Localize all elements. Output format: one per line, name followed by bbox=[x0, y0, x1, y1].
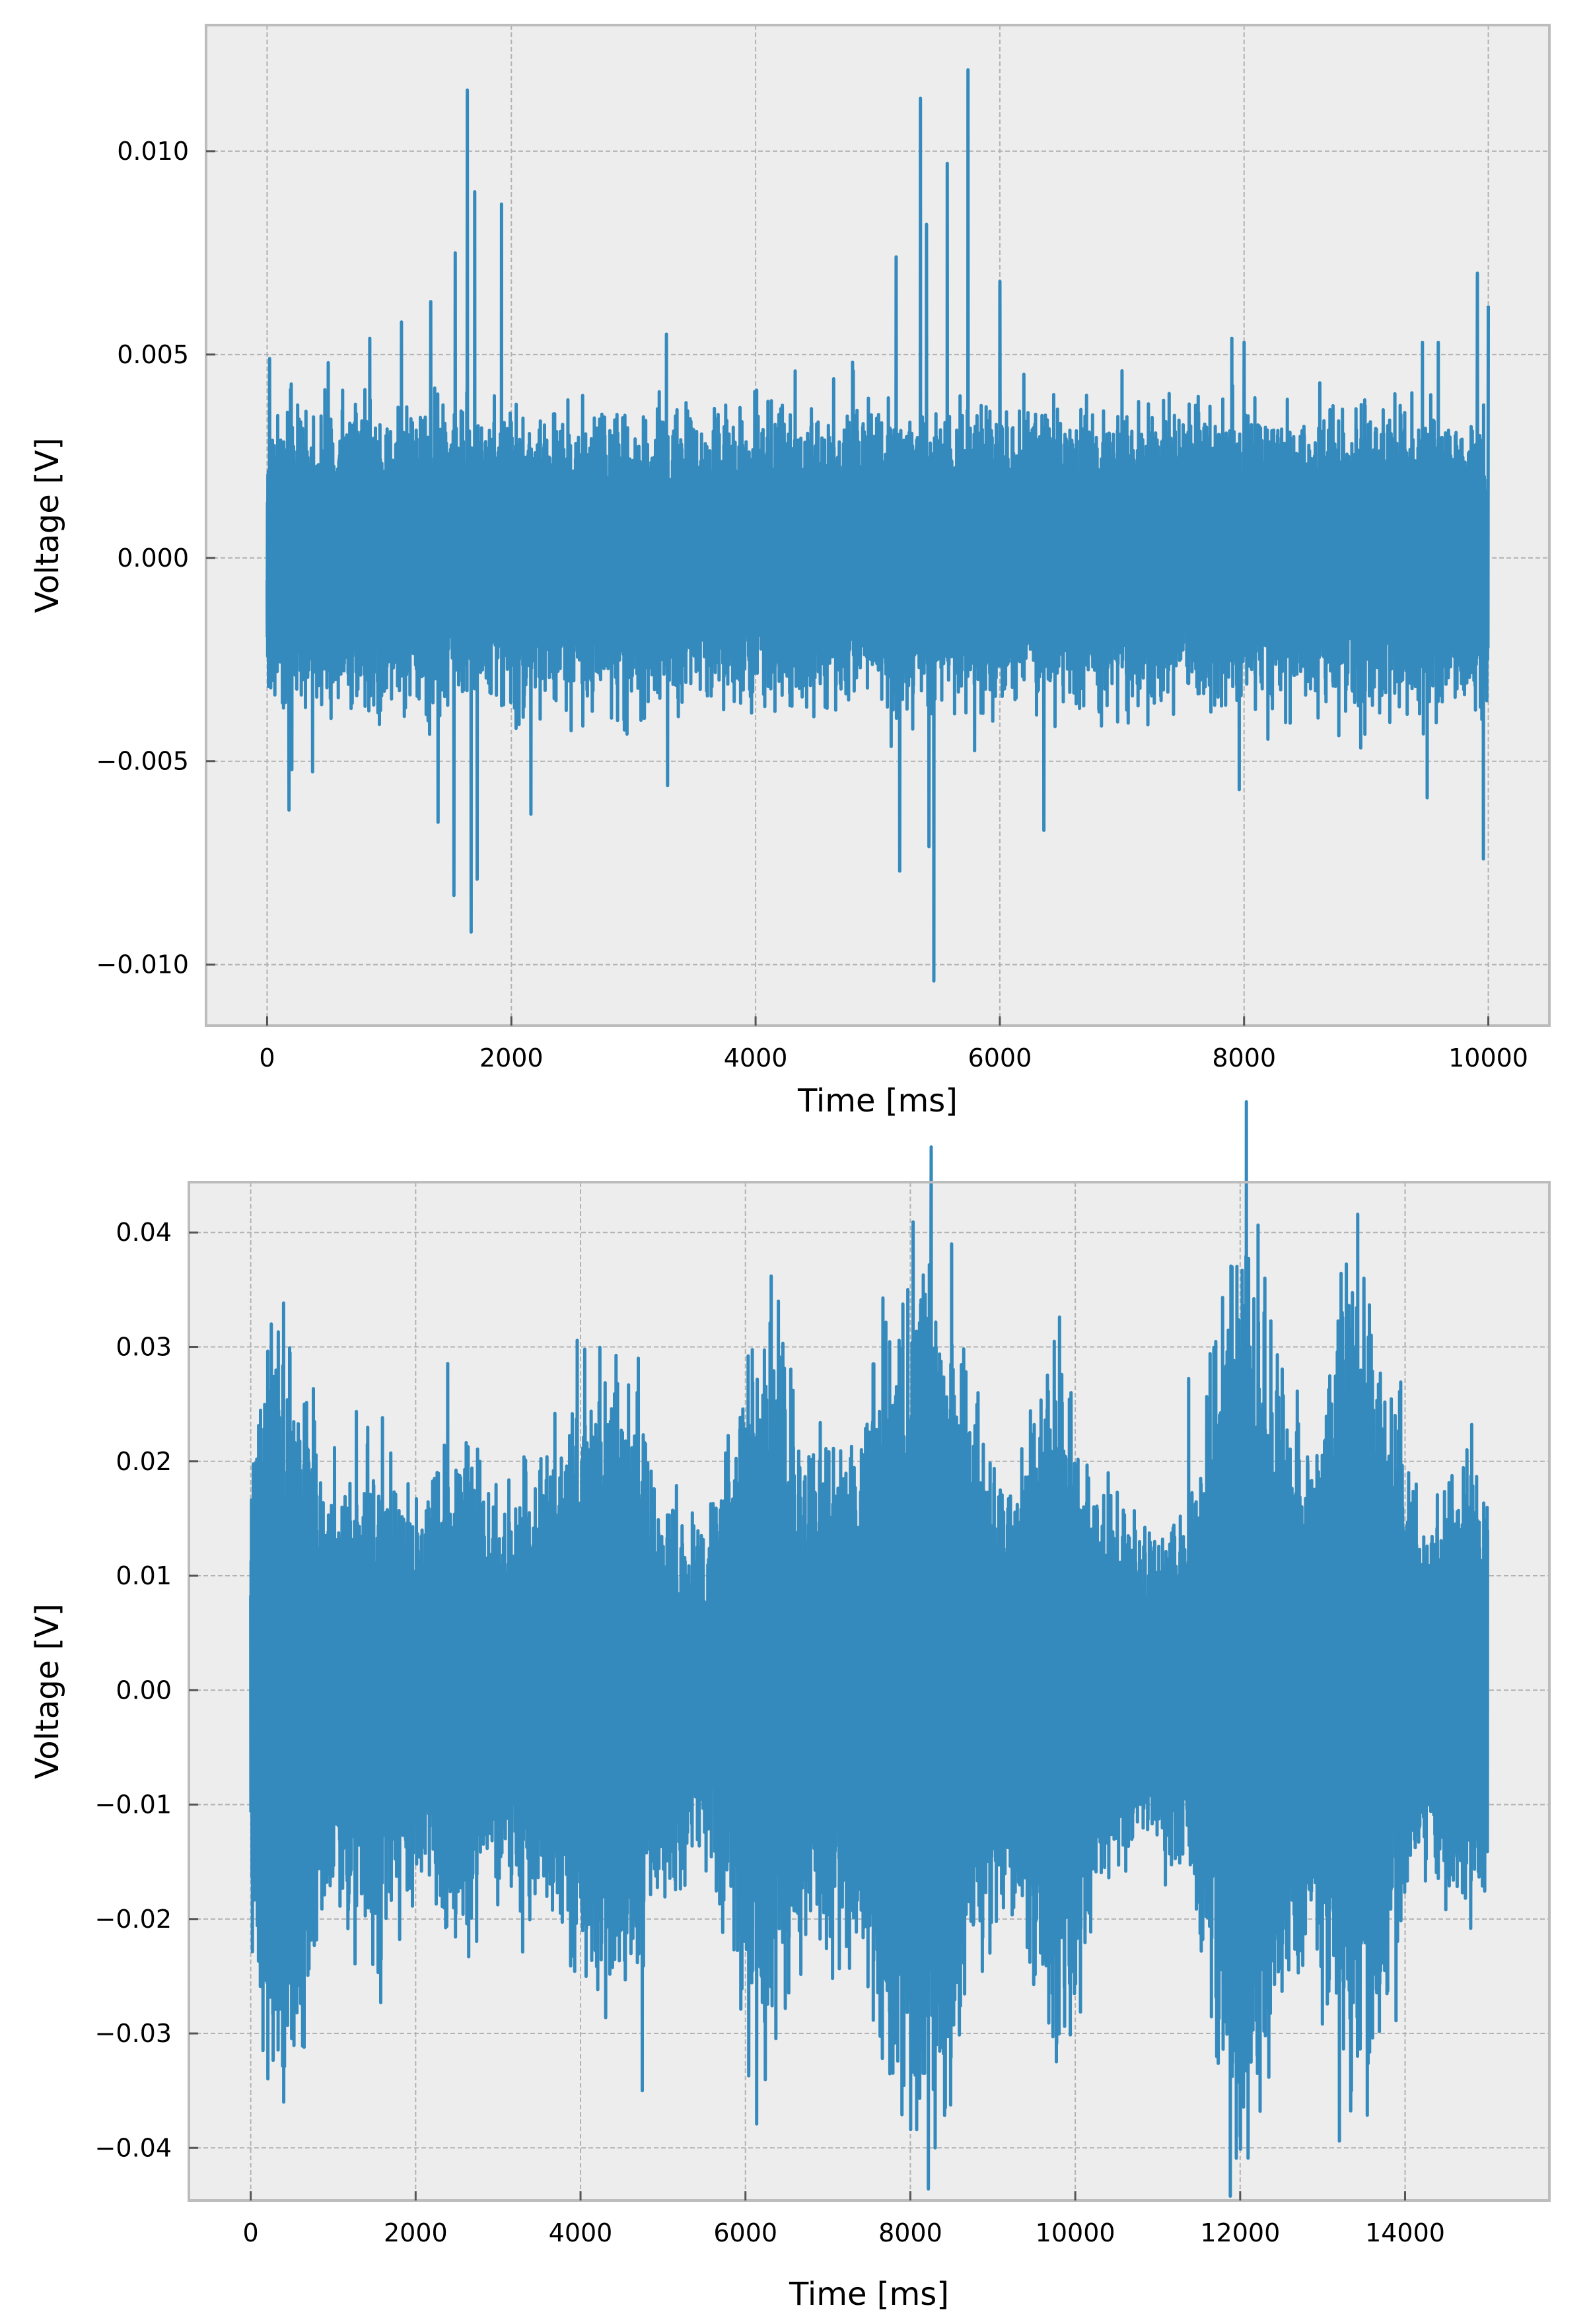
x-tick-label: 4000 bbox=[549, 2218, 613, 2247]
y-tick-label: −0.010 bbox=[96, 950, 189, 979]
signal-line bbox=[265, 68, 1490, 983]
x-tick-label: 6000 bbox=[968, 1043, 1032, 1073]
y-tick-label: −0.005 bbox=[96, 747, 189, 776]
signal-line bbox=[249, 1100, 1489, 2198]
y-tick-label: −0.03 bbox=[95, 2019, 172, 2048]
y-tick-label: −0.01 bbox=[95, 1790, 172, 1819]
x-tick-label: 10000 bbox=[1036, 2218, 1115, 2247]
y-tick-label: 0.04 bbox=[116, 1218, 172, 1247]
x-axis-label-top: Time [ms] bbox=[797, 1082, 958, 1119]
y-tick-label: 0.000 bbox=[117, 544, 189, 573]
ticks-bottom: 0 2000 4000 6000 8000 10000 12000 14000 −0.04 −0.… bbox=[95, 1218, 1445, 2247]
x-tick-label: 4000 bbox=[724, 1043, 788, 1073]
x-tick-label: 0 bbox=[259, 1043, 275, 1073]
y-tick-label: −0.04 bbox=[95, 2133, 172, 2162]
x-tick-label: 10000 bbox=[1448, 1043, 1528, 1073]
y-tick-label: −0.02 bbox=[95, 1905, 172, 1934]
y-tick-label: 0.01 bbox=[116, 1561, 172, 1590]
y-axis-label-bottom: Voltage [V] bbox=[29, 1603, 66, 1779]
ticks-top: 0 2000 4000 6000 8000 10000 −0.010 −0.005 0.000 0… bbox=[96, 137, 1528, 1073]
y-tick-label: 0.010 bbox=[117, 137, 189, 166]
x-tick-label: 0 bbox=[243, 2218, 259, 2247]
signal-series-top bbox=[265, 68, 1490, 983]
y-tick-label: 0.005 bbox=[117, 340, 189, 369]
plot-frame-bottom bbox=[188, 1181, 1551, 2202]
plot-frame-top bbox=[205, 24, 1551, 1027]
x-tick-label: 8000 bbox=[1212, 1043, 1276, 1073]
chart-top: 0 2000 4000 6000 8000 10000 −0.010 −0.005 0.000 0… bbox=[29, 24, 1551, 1119]
x-tick-label: 8000 bbox=[878, 2218, 942, 2247]
x-tick-label: 2000 bbox=[479, 1043, 544, 1073]
y-tick-label: 0.03 bbox=[116, 1332, 172, 1361]
x-tick-label: 6000 bbox=[713, 2218, 777, 2247]
x-tick-label: 14000 bbox=[1365, 2218, 1445, 2247]
y-tick-label: 0.00 bbox=[116, 1675, 172, 1705]
x-axis-label-bottom: Time [ms] bbox=[789, 2276, 949, 2313]
x-tick-label: 12000 bbox=[1200, 2218, 1280, 2247]
y-tick-label: 0.02 bbox=[116, 1447, 172, 1476]
chart-bottom: 0 2000 4000 6000 8000 10000 12000 14000 −0.04 −0.… bbox=[29, 1100, 1551, 2313]
x-tick-label: 2000 bbox=[384, 2218, 448, 2247]
signal-series-bottom bbox=[249, 1100, 1489, 2198]
y-axis-label-top: Voltage [V] bbox=[29, 438, 66, 614]
